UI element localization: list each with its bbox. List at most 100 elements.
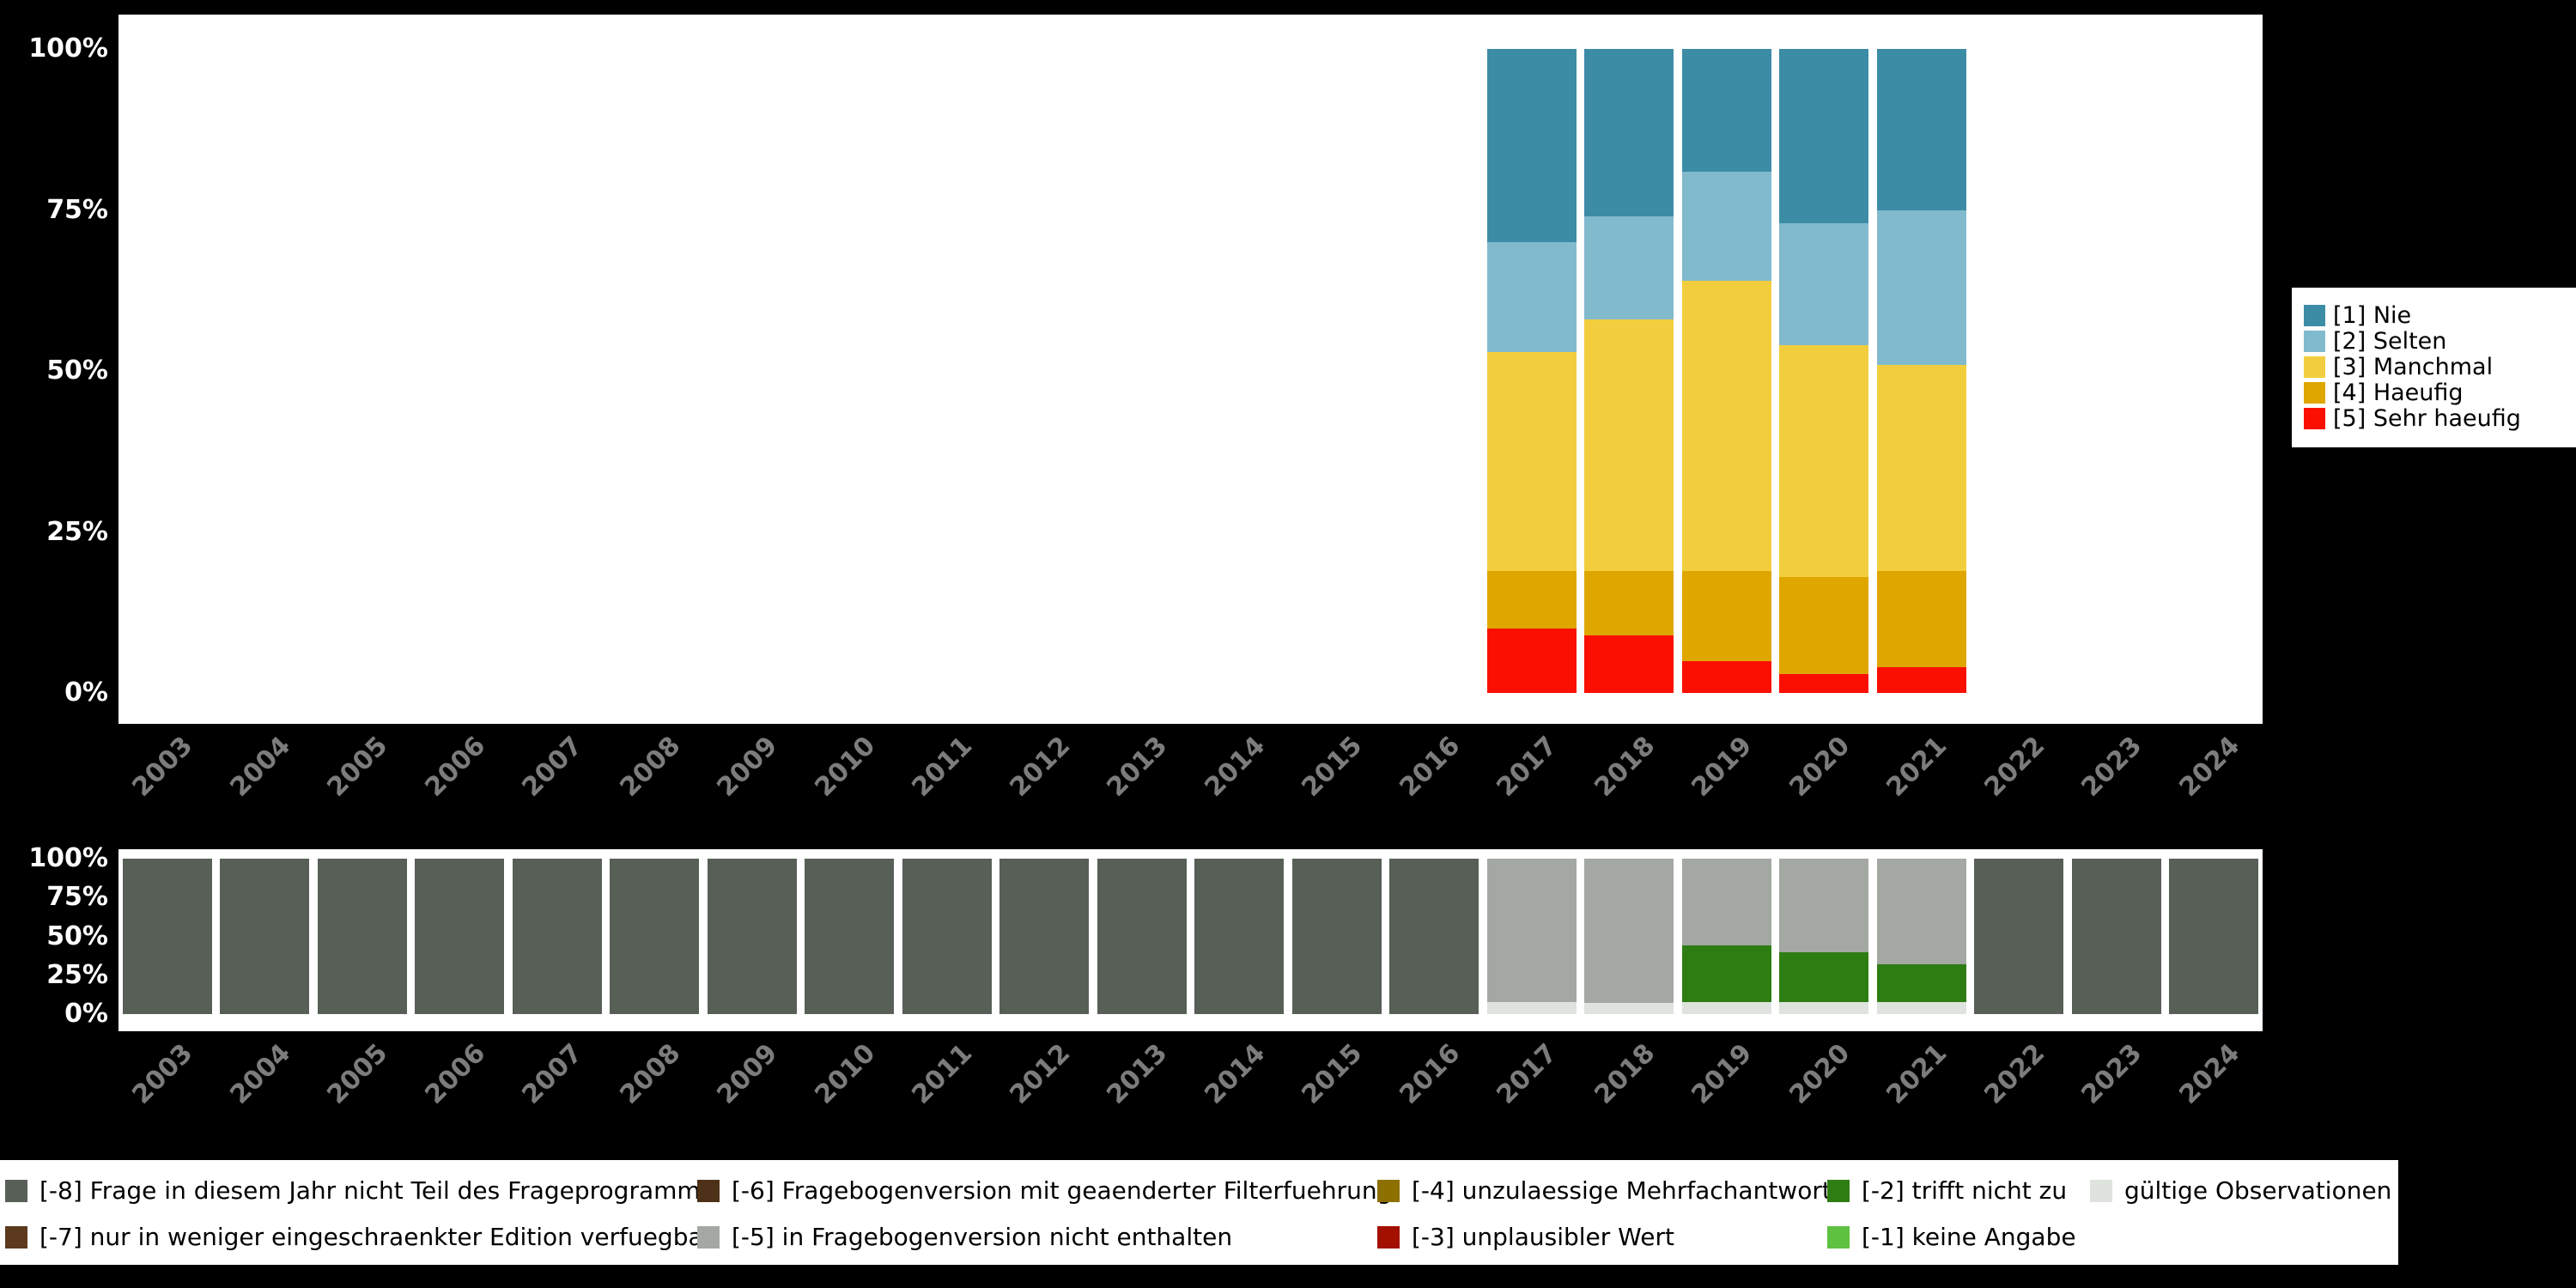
legend-swatch xyxy=(1827,1180,1850,1202)
legend-label: [-7] nur in weniger eingeschraenkter Edi… xyxy=(39,1223,714,1251)
bar-segment-5-in-fragebogenversion-nicht-enthalten xyxy=(1779,859,1869,952)
x-tick-label: 2020 xyxy=(1783,731,1856,803)
bar-segment-2-selten xyxy=(1486,242,1577,352)
legend-item-4-haeufig: [4] Haeufig xyxy=(2304,380,2576,406)
answers-legend: [1] Nie [2] Selten [3] Manchmal [4] Haeufig… xyxy=(2292,288,2576,447)
y-tick-label: 100% xyxy=(28,33,108,64)
y-tick-label: 0% xyxy=(64,999,108,1029)
bar-segment-5-sehr-haeufig xyxy=(1681,660,1771,693)
legend-label: [1] Nie xyxy=(2333,301,2412,329)
bar-segment-5-in-fragebogenversion-nicht-enthalten xyxy=(1876,859,1966,965)
x-tick-label: 2016 xyxy=(1394,731,1466,803)
x-tick-label: 2018 xyxy=(1589,731,1661,803)
bar-segment-2-selten xyxy=(1876,210,1966,365)
bar-segment-4-haeufig xyxy=(1681,570,1771,661)
bar-segment-2-selten xyxy=(1584,216,1674,319)
bar-segment-g-ltige-observationen xyxy=(1584,1003,1674,1014)
bar-segment-g-ltige-observationen xyxy=(1486,1001,1577,1014)
bar-segment-8-frage-in-diesem-jahr-nicht-teil-des-frageprogramms xyxy=(415,859,505,1014)
bar-segment-g-ltige-observationen xyxy=(1876,1001,1966,1014)
bar-segment-5-sehr-haeufig xyxy=(1584,635,1674,693)
missings-x-axis: 2003 2004 2005 2006 2007 2008 2009 2010 2011 2012… xyxy=(118,1038,2263,1167)
x-tick-label: 2009 xyxy=(711,731,784,803)
bar-segment-8-frage-in-diesem-jahr-nicht-teil-des-frageprogramms xyxy=(610,859,700,1014)
legend-label: [-6] Fragebogenversion mit geaenderter F… xyxy=(732,1176,1393,1205)
answers-plot-panel xyxy=(118,15,2263,724)
x-tick-label: 2013 xyxy=(1101,1038,1174,1110)
x-tick-label: 2012 xyxy=(1004,1038,1076,1110)
x-tick-label: 2016 xyxy=(1394,1038,1466,1110)
missing-legend: [-8] Frage in diesem Jahr nicht Teil des… xyxy=(0,1160,2398,1265)
bar-segment-5-sehr-haeufig xyxy=(1876,667,1966,693)
answers-x-axis: 2003 2004 2005 2006 2007 2008 2009 2010 2011 2012… xyxy=(118,731,2263,860)
bar-segment-g-ltige-observationen xyxy=(1779,1001,1869,1014)
y-tick-label: 50% xyxy=(46,355,108,386)
x-tick-label: 2006 xyxy=(419,1038,491,1110)
x-tick-label: 2003 xyxy=(126,1038,199,1110)
x-tick-label: 2007 xyxy=(516,731,589,803)
legend-swatch xyxy=(697,1226,720,1249)
x-tick-label: 2022 xyxy=(1978,731,2050,803)
legend-swatch xyxy=(2304,381,2325,404)
bar-segment-4-haeufig xyxy=(1779,577,1869,674)
bar-segment-2-selten xyxy=(1681,171,1771,281)
bar-segment-1-nie xyxy=(1876,49,1966,210)
bar-segment-2-trifft-nicht-zu xyxy=(1681,945,1771,1002)
bar-segment-8-frage-in-diesem-jahr-nicht-teil-des-frageprogramms xyxy=(1097,859,1187,1014)
bar-segment-8-frage-in-diesem-jahr-nicht-teil-des-frageprogramms xyxy=(1194,859,1285,1014)
bar-segment-4-haeufig xyxy=(1876,570,1966,667)
legend-swatch xyxy=(1827,1226,1850,1249)
legend-label: [-3] unplausibler Wert xyxy=(1412,1223,1674,1251)
bar-segment-3-manchmal xyxy=(1486,351,1577,571)
legend-swatch xyxy=(2304,304,2325,326)
bar-segment-8-frage-in-diesem-jahr-nicht-teil-des-frageprogramms xyxy=(512,859,602,1014)
x-tick-label: 2009 xyxy=(711,1038,784,1110)
bar-segment-3-manchmal xyxy=(1876,364,1966,571)
missings-plot-panel xyxy=(118,849,2263,1031)
x-tick-label: 2008 xyxy=(614,731,686,803)
x-tick-label: 2021 xyxy=(1880,1038,1953,1110)
legend-item-3-manchmal: [3] Manchmal xyxy=(2304,354,2576,380)
bar-segment-5-sehr-haeufig xyxy=(1779,673,1869,693)
bar-segment-8-frage-in-diesem-jahr-nicht-teil-des-frageprogramms xyxy=(1974,859,2064,1014)
bar-segment-4-haeufig xyxy=(1486,570,1577,629)
legend-label: [3] Manchmal xyxy=(2333,353,2494,380)
legend-swatch xyxy=(1377,1180,1400,1202)
bar-segment-1-nie xyxy=(1681,49,1771,172)
bar-segment-3-manchmal xyxy=(1779,345,1869,577)
x-tick-label: 2005 xyxy=(321,731,394,803)
bar-segment-8-frage-in-diesem-jahr-nicht-teil-des-frageprogramms xyxy=(1389,859,1479,1014)
legend-swatch xyxy=(1377,1226,1400,1249)
bar-segment-2-trifft-nicht-zu xyxy=(1876,964,1966,1002)
bar-segment-8-frage-in-diesem-jahr-nicht-teil-des-frageprogramms xyxy=(1291,859,1382,1014)
legend-swatch xyxy=(697,1180,720,1202)
legend-item-2-selten: [2] Selten xyxy=(2304,328,2576,355)
x-tick-label: 2010 xyxy=(809,731,881,803)
y-tick-label: 0% xyxy=(64,677,108,708)
x-tick-label: 2011 xyxy=(906,731,979,803)
legend-swatch xyxy=(2304,355,2325,378)
legend-label: [5] Sehr haeufig xyxy=(2333,404,2521,432)
y-tick-label: 75% xyxy=(46,194,108,225)
bar-segment-8-frage-in-diesem-jahr-nicht-teil-des-frageprogramms xyxy=(2071,859,2161,1014)
bar-segment-5-in-fragebogenversion-nicht-enthalten xyxy=(1486,859,1577,1002)
bar-segment-8-frage-in-diesem-jahr-nicht-teil-des-frageprogramms xyxy=(902,859,992,1014)
x-tick-label: 2015 xyxy=(1296,731,1369,803)
bar-segment-1-nie xyxy=(1486,49,1577,242)
x-tick-label: 2021 xyxy=(1880,731,1953,803)
bar-segment-2-selten xyxy=(1779,222,1869,345)
bar-segment-2-trifft-nicht-zu xyxy=(1779,951,1869,1002)
bar-segment-g-ltige-observationen xyxy=(1681,1001,1771,1014)
legend-swatch xyxy=(5,1180,27,1202)
x-tick-label: 2024 xyxy=(2173,731,2245,803)
bar-segment-1-nie xyxy=(1779,49,1869,223)
bar-segment-5-sehr-haeufig xyxy=(1486,629,1577,693)
legend-label: [-2] trifft nicht zu xyxy=(1862,1176,2068,1205)
legend-label: [-8] Frage in diesem Jahr nicht Teil des… xyxy=(39,1176,714,1205)
bar-segment-8-frage-in-diesem-jahr-nicht-teil-des-frageprogramms xyxy=(805,859,895,1014)
legend-label: [-5] in Fragebogenversion nicht enthalte… xyxy=(732,1223,1233,1251)
legend-swatch xyxy=(5,1226,27,1249)
x-tick-label: 2014 xyxy=(1199,1038,1271,1110)
x-tick-label: 2004 xyxy=(224,731,296,803)
x-tick-label: 2020 xyxy=(1783,1038,1856,1110)
